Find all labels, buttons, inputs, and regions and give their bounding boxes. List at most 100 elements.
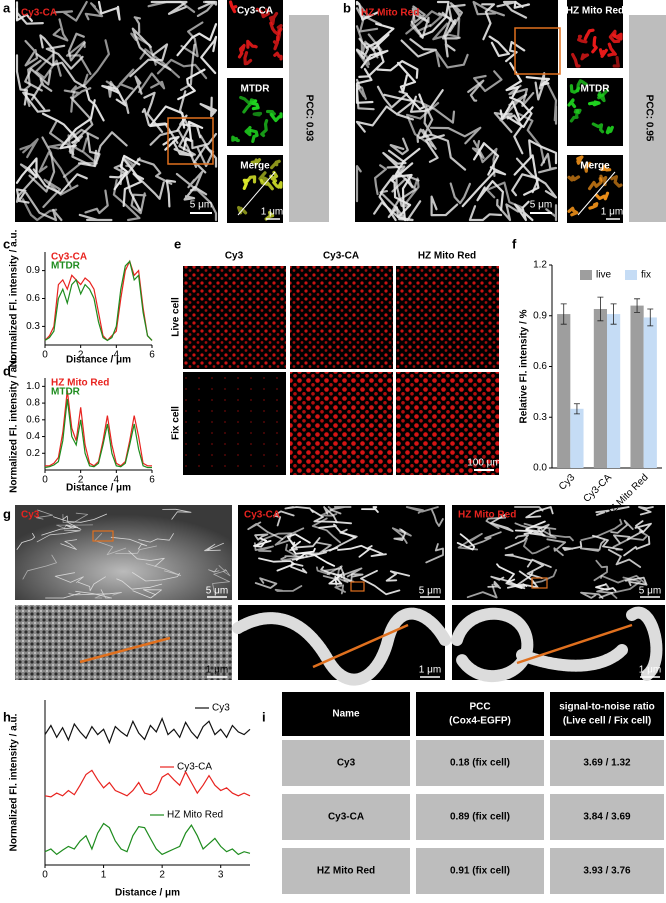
legend-label: HZ Mito Red bbox=[51, 378, 109, 389]
mitochondria bbox=[486, 181, 523, 209]
x-tick-label: 6 bbox=[149, 350, 155, 361]
mitochondria bbox=[355, 7, 382, 26]
error-bar bbox=[560, 303, 567, 325]
mitochondria bbox=[577, 34, 588, 44]
mitochondria bbox=[528, 139, 558, 165]
mitochondria bbox=[610, 519, 634, 534]
mitochondria bbox=[176, 23, 218, 57]
mitochondria bbox=[431, 509, 444, 527]
header-text: signal-to-noise ratio bbox=[559, 702, 655, 713]
profile-line bbox=[312, 623, 409, 669]
mitochondria bbox=[94, 592, 122, 599]
table-cell bbox=[416, 848, 544, 894]
mitochondria bbox=[457, 532, 483, 551]
table-cell bbox=[550, 794, 664, 840]
mitochondria bbox=[634, 520, 652, 533]
mitochondria bbox=[576, 155, 584, 165]
mitochondria bbox=[21, 198, 58, 222]
mitochondria bbox=[244, 126, 252, 137]
y-tick-label: 0.3 bbox=[26, 321, 40, 332]
mitochondria bbox=[516, 112, 546, 164]
legend-label: fix bbox=[641, 270, 651, 281]
mitochondria bbox=[531, 569, 558, 585]
mitochondria bbox=[316, 566, 341, 576]
panel-label: f bbox=[512, 236, 517, 251]
error-bar bbox=[647, 308, 654, 327]
mitochondria bbox=[237, 43, 246, 59]
table-cell bbox=[416, 794, 544, 840]
mitochondria bbox=[448, 2, 463, 33]
mitochondria bbox=[334, 584, 346, 595]
mitochondria bbox=[101, 84, 127, 107]
x-tick-label: 0 bbox=[42, 475, 48, 486]
header-text: Name bbox=[332, 709, 360, 720]
mitochondria bbox=[600, 574, 647, 585]
mitochondria bbox=[600, 164, 612, 172]
mitochondria bbox=[591, 122, 605, 134]
scale-label: 1 μm bbox=[206, 665, 228, 676]
table-cell bbox=[550, 848, 664, 894]
panel-label: d bbox=[3, 363, 11, 378]
mitochondria bbox=[595, 506, 630, 516]
mitochondria bbox=[150, 0, 188, 15]
profile-line bbox=[79, 636, 171, 664]
mitochondria bbox=[273, 510, 295, 527]
data-line bbox=[44, 769, 251, 798]
mitochondria bbox=[310, 509, 352, 525]
y-axis-label: Relative Fl. intensity / % bbox=[519, 309, 530, 423]
mitochondria bbox=[523, 522, 557, 539]
mitochondria bbox=[332, 572, 364, 582]
cells bbox=[290, 266, 393, 369]
scale-label: 5 μm bbox=[206, 586, 228, 597]
error-bar bbox=[573, 403, 580, 415]
mitochondria bbox=[269, 170, 279, 183]
mitochondria bbox=[268, 11, 279, 26]
mitochondria bbox=[320, 566, 343, 579]
x-axis-label: Distance / μm bbox=[66, 483, 131, 494]
mitochondria bbox=[612, 56, 620, 68]
mitochondria bbox=[138, 72, 166, 94]
column-label: Cy3 bbox=[225, 251, 244, 262]
mitochondria bbox=[416, 128, 437, 150]
mitochondria bbox=[506, 114, 524, 155]
mitochondria bbox=[608, 29, 621, 44]
mitochondria bbox=[513, 0, 531, 9]
cell-text: 3.93 / 3.76 bbox=[583, 866, 631, 877]
mitochondria bbox=[514, 200, 534, 222]
mitochondria bbox=[143, 91, 164, 133]
mitochondria bbox=[339, 566, 363, 578]
data-line bbox=[44, 259, 153, 342]
mitochondria bbox=[430, 195, 459, 217]
mitochondria bbox=[200, 35, 218, 75]
mitochondria bbox=[481, 3, 496, 41]
mitochondria bbox=[580, 518, 623, 541]
x-tick-label: 6 bbox=[149, 475, 155, 486]
mitochondria bbox=[355, 105, 397, 133]
mitochondria bbox=[538, 152, 558, 174]
mitochondria bbox=[597, 88, 609, 98]
inset-label: HZ Mito Red bbox=[566, 6, 624, 17]
mitochondria bbox=[132, 589, 162, 599]
panel-label: c bbox=[3, 236, 10, 251]
legend-label: Cy3-CA bbox=[51, 252, 87, 263]
mitochondria bbox=[281, 543, 302, 562]
mitochondrion bbox=[451, 606, 663, 682]
error-bar bbox=[597, 296, 604, 322]
mitochondria bbox=[567, 98, 577, 109]
table-cell bbox=[282, 848, 410, 894]
x-axis-label: Distance / μm bbox=[115, 888, 180, 899]
mitochondria bbox=[444, 19, 457, 58]
profile-line bbox=[577, 171, 616, 216]
x-tick-label: 2 bbox=[159, 870, 165, 881]
mitochondria bbox=[272, 180, 283, 189]
cells bbox=[396, 372, 499, 475]
panel-label: h bbox=[3, 709, 11, 724]
mitochondria bbox=[323, 506, 338, 524]
legend-label: live bbox=[596, 270, 611, 281]
header-text: (Live cell / Fix cell) bbox=[563, 716, 651, 727]
mitochondria bbox=[376, 85, 408, 109]
mitochondria bbox=[511, 173, 540, 197]
pcc-bar bbox=[629, 15, 666, 222]
mitochondria bbox=[413, 99, 456, 124]
mitochondria bbox=[591, 36, 598, 54]
